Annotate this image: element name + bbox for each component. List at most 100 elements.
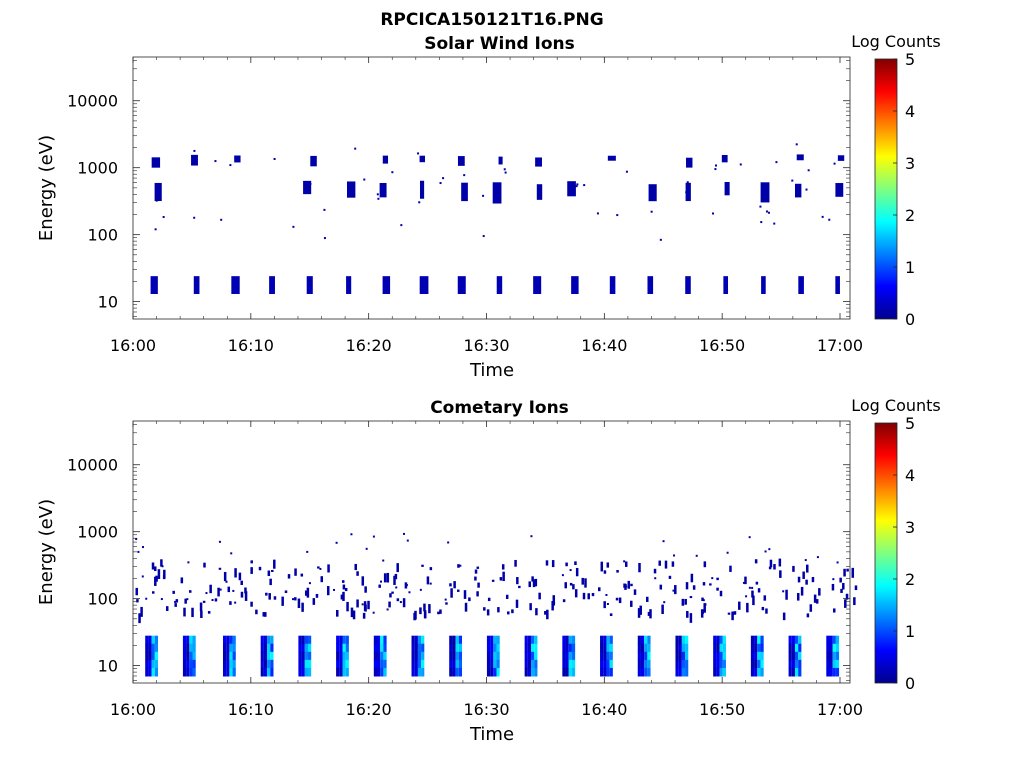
data-cell [294, 568, 297, 576]
x-tick-label: 16:00 [110, 700, 156, 719]
data-cell [681, 635, 686, 645]
data-cell [411, 667, 415, 677]
data-cell [380, 580, 383, 583]
data-cell [496, 659, 500, 669]
data-cell [535, 157, 542, 167]
data-cell [151, 659, 155, 669]
data-cell [815, 599, 819, 604]
data-cell [449, 643, 453, 653]
data-cell [633, 589, 637, 595]
data-cell [496, 651, 500, 661]
data-cell [575, 567, 579, 577]
data-cell [630, 600, 633, 607]
data-cell [400, 224, 403, 227]
data-cell [795, 183, 802, 198]
data-cell [716, 667, 720, 677]
data-cell [421, 651, 425, 661]
data-cell [768, 566, 772, 570]
data-cell [675, 635, 679, 645]
colorbar-tick-label: 2 [905, 570, 915, 589]
data-cell [796, 592, 800, 601]
data-cell [840, 588, 843, 593]
data-cell [791, 667, 795, 677]
data-cell [423, 603, 426, 612]
data-cell [157, 569, 161, 579]
data-cell [373, 659, 378, 669]
data-cell [650, 210, 653, 213]
data-cell [232, 643, 236, 653]
data-cell [186, 659, 190, 669]
data-cell [184, 598, 187, 604]
data-cell [678, 667, 682, 677]
data-cell [644, 667, 648, 677]
data-cell [844, 599, 847, 608]
data-cell [802, 571, 805, 579]
data-cell [232, 589, 235, 592]
data-cell [569, 569, 572, 572]
data-cell [729, 565, 732, 572]
data-cell [527, 651, 532, 661]
data-cell [189, 643, 193, 653]
data-cell [154, 182, 162, 202]
y-tick-label: 100 [87, 590, 118, 609]
data-cell [153, 566, 157, 572]
data-cell [625, 170, 628, 173]
data-cell [260, 659, 264, 669]
figure-title: RPCICA150121T16.PNG [380, 10, 603, 30]
x-tick-label: 16:30 [463, 336, 509, 355]
data-cell [192, 643, 196, 653]
data-cell [154, 228, 157, 231]
data-cell [722, 643, 726, 653]
data-cell [271, 569, 274, 573]
data-cell [562, 659, 566, 669]
colorbar-label: Log Counts [851, 396, 941, 415]
data-cell [148, 659, 152, 669]
data-cell [444, 598, 447, 601]
data-cell [833, 608, 836, 613]
data-cell [524, 635, 528, 645]
data-cell [262, 612, 265, 617]
data-cell [364, 586, 367, 593]
data-cell [182, 635, 187, 645]
data-cell [219, 588, 222, 591]
data-cell [854, 585, 858, 591]
data-cell [750, 651, 755, 661]
data-cell [609, 635, 613, 645]
data-cell [754, 659, 758, 669]
x-tick-label: 16:50 [699, 336, 745, 355]
x-tick-label: 16:00 [110, 336, 156, 355]
data-cell [829, 651, 833, 661]
data-cell [186, 598, 189, 601]
data-cell [463, 174, 466, 177]
data-cell [722, 651, 726, 661]
data-cell [396, 563, 399, 573]
data-cell [534, 651, 538, 661]
data-cell [755, 581, 759, 585]
data-cell [531, 651, 535, 661]
data-cell [719, 590, 723, 597]
data-cell [746, 602, 749, 613]
data-cell [244, 587, 247, 594]
colorbar-tick-label: 5 [905, 50, 915, 69]
data-cell [719, 651, 723, 661]
data-cell [264, 612, 267, 617]
data-cell [420, 180, 425, 199]
data-cell [377, 643, 381, 653]
data-cell [223, 571, 227, 582]
data-cell [458, 651, 463, 661]
data-cell [383, 573, 387, 583]
data-cell [493, 643, 497, 653]
data-cell [552, 595, 556, 604]
data-cell [565, 667, 569, 677]
data-cell [189, 651, 193, 661]
data-cell [538, 592, 541, 600]
data-cell [267, 635, 271, 645]
data-cell [531, 576, 534, 582]
data-cell [336, 651, 340, 661]
data-cell [739, 163, 742, 166]
data-cell [562, 643, 566, 653]
data-cell [828, 218, 831, 221]
data-cell [151, 667, 155, 677]
data-cell [267, 659, 271, 669]
data-cell [226, 651, 230, 661]
